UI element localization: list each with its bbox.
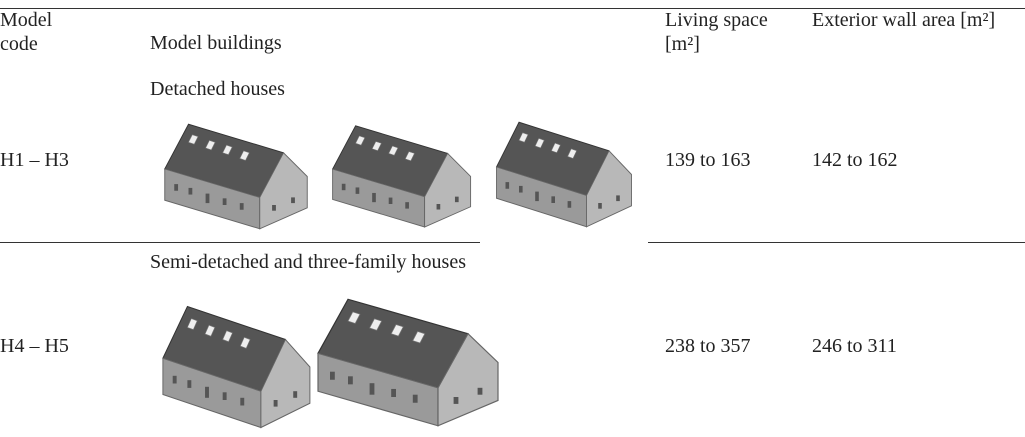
group-label: Semi-detached and three-family houses xyxy=(150,250,466,274)
house-image xyxy=(332,125,472,228)
header-cell: Living space [m²] xyxy=(665,9,768,55)
living-space: 238 to 357 xyxy=(665,335,751,357)
model-code: H4 – H5 xyxy=(0,335,69,357)
row-rule xyxy=(0,242,480,243)
house-image xyxy=(496,121,632,228)
group-label: Detached houses xyxy=(150,78,285,100)
header-cell: Model code xyxy=(0,9,53,55)
living-space: 139 to 163 xyxy=(665,149,751,171)
house-image xyxy=(317,298,499,427)
house-image xyxy=(162,305,311,429)
header-cell: Exterior wall area [m²] xyxy=(812,9,996,31)
house-image xyxy=(164,123,308,230)
top-rule xyxy=(0,8,1025,9)
wall-area: 142 to 162 xyxy=(812,149,898,171)
wall-area: 246 to 311 xyxy=(812,335,897,357)
row-rule xyxy=(648,242,1025,243)
header-cell: Model buildings xyxy=(150,32,282,54)
model-code: H1 – H3 xyxy=(0,149,69,171)
